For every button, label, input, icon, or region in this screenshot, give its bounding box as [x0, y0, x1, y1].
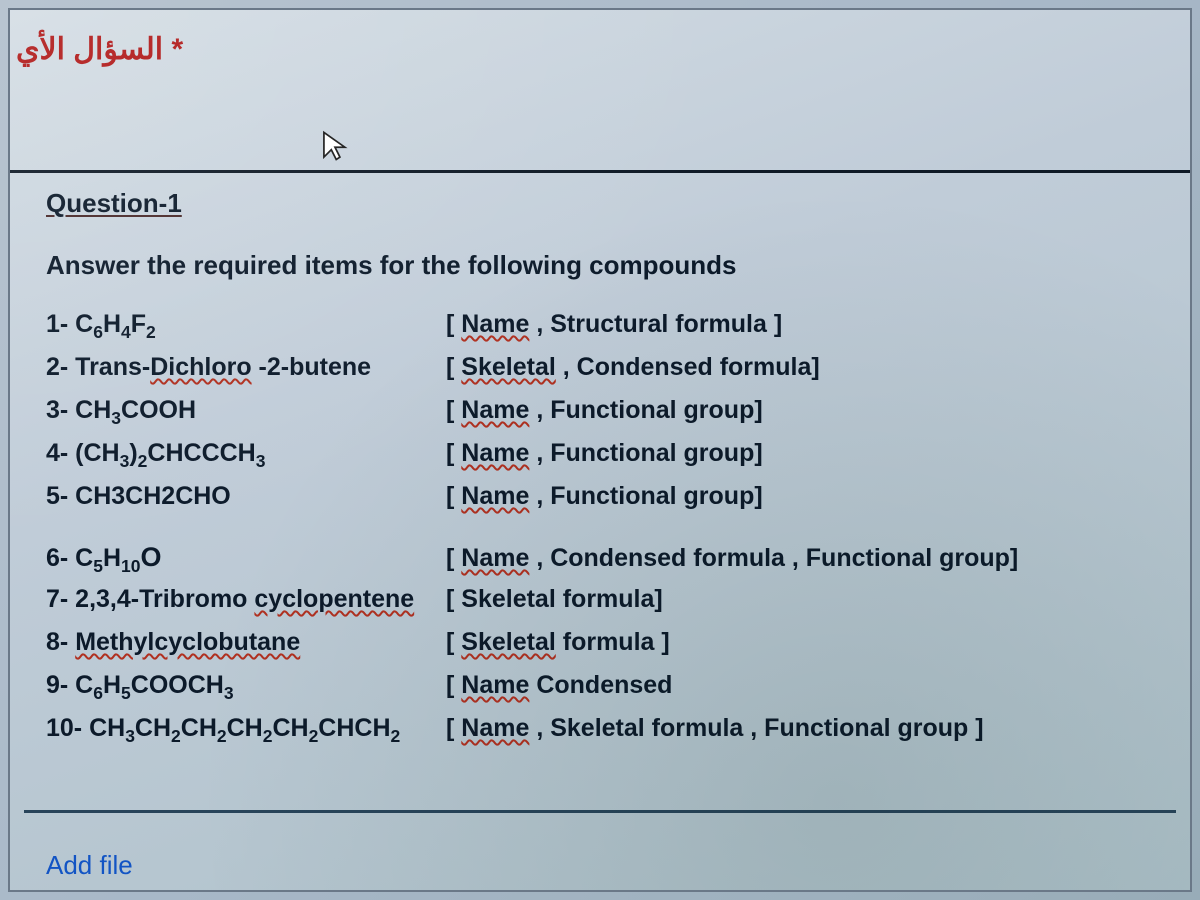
arabic-header-text: * السؤال الأي	[10, 32, 183, 67]
requirement-cell: [ Name , Functional group]	[446, 439, 1170, 468]
requirement-cell: [ Name , Functional group]	[446, 482, 1170, 511]
top-horizontal-rule	[10, 170, 1190, 173]
list-item: 5- CH3CH2CHO[ Name , Functional group]	[46, 482, 1170, 524]
list-item: 1- C6H4F2[ Name , Structural formula ]	[46, 310, 1170, 352]
requirement-cell: [ Name , Functional group]	[446, 396, 1170, 425]
items-list: 1- C6H4F2[ Name , Structural formula ]2-…	[46, 310, 1170, 756]
compound-cell: 1- C6H4F2	[46, 310, 446, 343]
requirement-cell: [ Name Condensed	[446, 671, 1170, 700]
document-frame: * السؤال الأي Question-1 Answer the requ…	[8, 8, 1192, 892]
compound-cell: 9- C6H5COOCH3	[46, 671, 446, 704]
compound-cell: 10- CH3CH2CH2CH2CH2CHCH2	[46, 714, 446, 747]
list-item: 10- CH3CH2CH2CH2CH2CHCH2[ Name , Skeleta…	[46, 714, 1170, 756]
compound-cell: 4- (CH3)2CHCCCH3	[46, 439, 446, 472]
compound-cell: 3- CH3COOH	[46, 396, 446, 429]
requirement-cell: [ Name , Skeletal formula , Functional g…	[446, 714, 1170, 743]
question-title: Question-1	[46, 188, 182, 219]
list-item: 8- Methylcyclobutane[ Skeletal formula ]	[46, 628, 1170, 670]
list-item: 3- CH3COOH[ Name , Functional group]	[46, 396, 1170, 438]
requirement-cell: [ Name , Structural formula ]	[446, 310, 1170, 339]
compound-cell: 7- 2,3,4-Tribromo cyclopentene	[46, 585, 446, 614]
list-item: 9- C6H5COOCH3[ Name Condensed	[46, 671, 1170, 713]
question-prompt: Answer the required items for the follow…	[46, 250, 737, 281]
bottom-horizontal-rule	[24, 810, 1176, 813]
compound-cell: 5- CH3CH2CHO	[46, 482, 446, 511]
list-item: 6- C5H10O[ Name , Condensed formula , Fu…	[46, 542, 1170, 584]
compound-cell: 6- C5H10O	[46, 542, 446, 577]
requirement-cell: [ Skeletal formula]	[446, 585, 1170, 614]
compound-cell: 2- Trans-Dichloro -2-butene	[46, 353, 446, 382]
cursor-icon	[320, 130, 350, 162]
list-item: 4- (CH3)2CHCCCH3[ Name , Functional grou…	[46, 439, 1170, 481]
compound-cell: 8- Methylcyclobutane	[46, 628, 446, 657]
list-item: 7- 2,3,4-Tribromo cyclopentene[ Skeletal…	[46, 585, 1170, 627]
requirement-cell: [ Skeletal formula ]	[446, 628, 1170, 657]
requirement-cell: [ Skeletal , Condensed formula]	[446, 353, 1170, 382]
add-file-button[interactable]: Add file	[46, 850, 133, 881]
list-item: 2- Trans-Dichloro -2-butene[ Skeletal , …	[46, 353, 1170, 395]
requirement-cell: [ Name , Condensed formula , Functional …	[446, 544, 1170, 573]
